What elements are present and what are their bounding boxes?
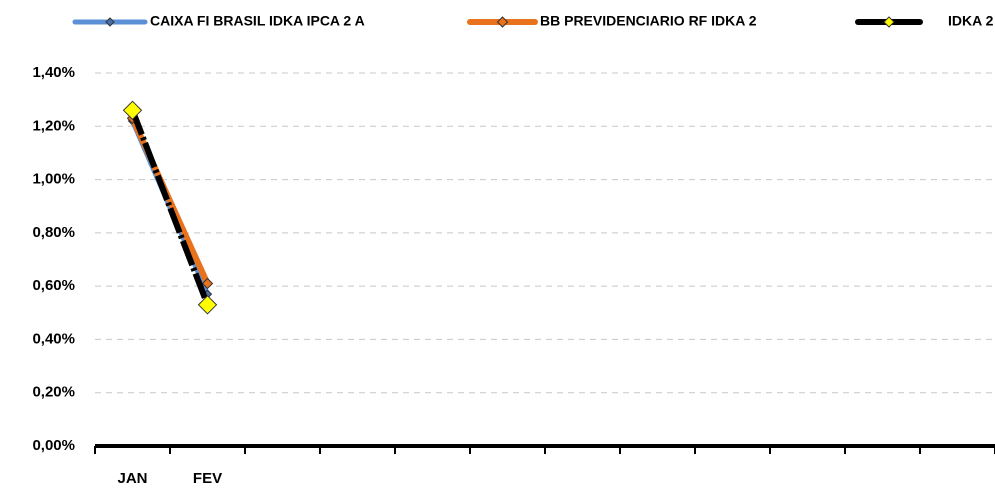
y-tick-label: 0,20% — [32, 384, 75, 401]
y-tick-label: 0,00% — [32, 437, 75, 454]
y-tick-label: 1,40% — [32, 64, 75, 81]
x-tick-label: JAN — [117, 470, 147, 487]
legend-marker — [496, 16, 509, 28]
y-tick-label: 1,20% — [32, 117, 75, 134]
y-tick-label: 1,00% — [32, 171, 75, 188]
series-line — [129, 117, 211, 285]
legend-marker — [883, 16, 895, 28]
legend-label: CAIXA FI BRASIL IDKA IPCA 2 A — [150, 13, 365, 29]
point — [122, 100, 143, 121]
y-tick-label: 0,80% — [32, 224, 75, 241]
y-tick-label: 0,60% — [32, 277, 75, 294]
y-tick-label: 0,40% — [32, 330, 75, 347]
legend-label: IDKA 2 — [948, 13, 994, 29]
x-tick-label: FEV — [193, 470, 222, 487]
point — [197, 295, 218, 315]
legend-label: BB PREVIDENCIARIO RF IDKA 2 — [540, 13, 757, 29]
point — [201, 277, 214, 290]
legend-marker — [105, 17, 115, 27]
